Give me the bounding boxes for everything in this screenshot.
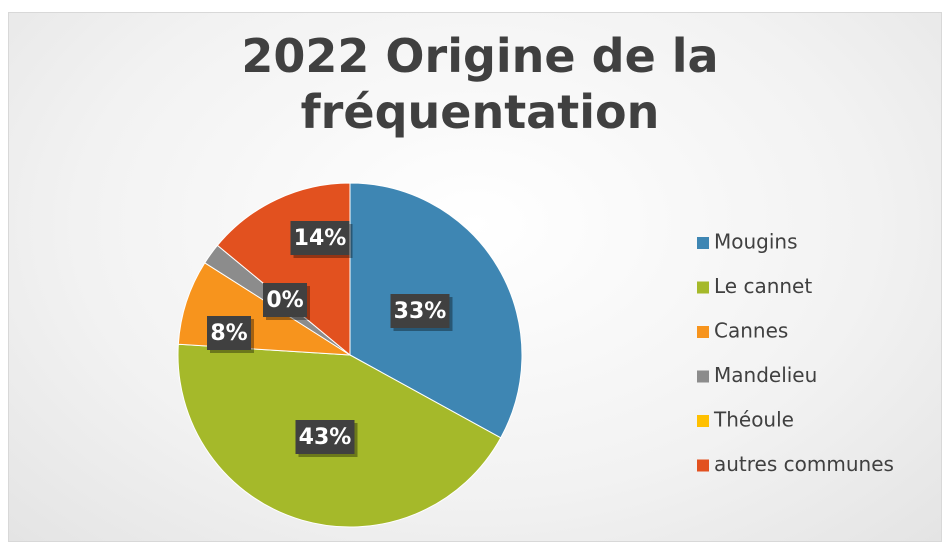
- legend-swatch: [697, 415, 709, 427]
- data-label-box: [290, 221, 350, 255]
- legend-label: Cannes: [714, 319, 788, 343]
- legend-label: Le cannet: [714, 274, 812, 298]
- legend-label: autres communes: [714, 452, 894, 476]
- legend-label: Mougins: [714, 230, 798, 254]
- data-label-box: [390, 294, 450, 328]
- legend-swatch: [697, 326, 709, 338]
- data-label: 14%: [294, 226, 347, 251]
- legend-label: Théoule: [713, 408, 794, 432]
- data-label-box: [263, 283, 307, 317]
- data-label: 8%: [210, 321, 247, 346]
- data-label-box: [207, 316, 251, 350]
- legend-swatch: [697, 281, 709, 294]
- chart-title: 2022 Origine de la fréquentation: [241, 29, 719, 139]
- legend-swatch: [697, 370, 709, 383]
- data-label: 33%: [394, 299, 447, 324]
- data-label: 0%: [266, 288, 303, 313]
- legend-label: Mandelieu: [714, 363, 817, 387]
- data-label-box: [295, 420, 355, 454]
- legend-swatch: [697, 237, 709, 249]
- legend-swatch: [697, 459, 709, 472]
- data-label: 43%: [299, 425, 352, 450]
